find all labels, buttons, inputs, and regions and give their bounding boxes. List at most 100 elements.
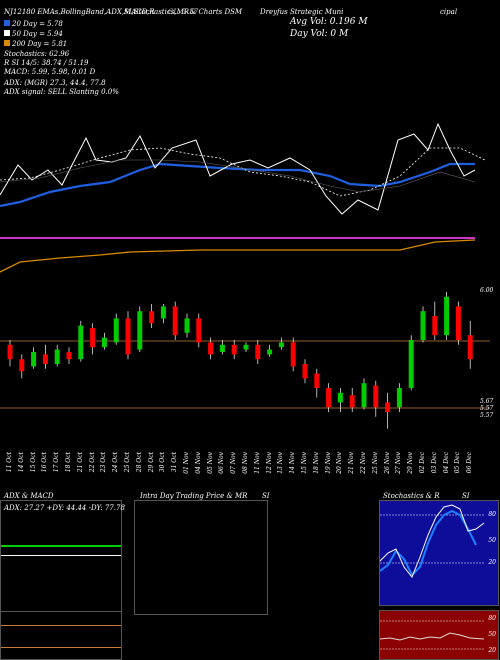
candle-body — [54, 349, 60, 364]
stoch-tick-50: 50 — [488, 537, 496, 544]
candle-body — [78, 325, 84, 360]
day-volume: Day Vol: 0 M — [290, 29, 349, 39]
avg-volume: Avg Vol: 0.196 M — [290, 17, 368, 27]
date-tick-label: 21 Oct — [76, 452, 84, 473]
candle-body — [314, 373, 320, 388]
date-tick-label: 24 Oct — [112, 452, 120, 473]
stochastics-value: Stochastics: 62.96 — [4, 50, 70, 58]
rsi-value: R SI 14/5: 38.74 / 51.19 — [4, 59, 89, 67]
candle-body — [361, 383, 367, 408]
rsi-tick-20: 20 — [488, 647, 496, 654]
date-tick-label: 27 Nov — [395, 452, 403, 474]
date-tick-label: 03 Dec — [430, 452, 438, 474]
ema20-label: 20 Day = 5.78 — [4, 20, 63, 28]
date-tick-label: 29 Nov — [407, 452, 415, 474]
ema20-swatch — [4, 20, 10, 26]
rsi-line — [380, 632, 485, 641]
rsi-tick-80: 80 — [488, 615, 496, 622]
adx-panel: ADX: 27.27 +DY: 44.44 -DY: 77.78 — [0, 500, 125, 660]
candle-body — [172, 306, 178, 336]
intraday-panel-title: Intra Day Trading Price & MR — [140, 492, 248, 500]
candle-body — [101, 337, 107, 348]
date-tick-label: 18 Oct — [65, 452, 72, 473]
stochastics-si-label: SI — [462, 492, 470, 500]
ema200-label: 200 Day = 5.81 — [4, 40, 67, 48]
candle-body — [290, 342, 296, 367]
date-tick-label: 16 Oct — [41, 452, 49, 473]
rsi-lines — [380, 620, 485, 650]
date-axis: 11 Oct 14 Oct 15 Oct 16 Oct 17 Oct 18 Oct 21 O… — [0, 452, 500, 490]
candle-body — [432, 316, 438, 336]
candle-body — [42, 354, 48, 364]
price-label-3: 5.57 — [480, 412, 494, 419]
candle-body — [208, 342, 214, 355]
candle-body — [113, 318, 119, 343]
candle-body — [149, 311, 155, 324]
date-tick-label: 04 Nov — [194, 452, 202, 474]
candle-body — [455, 306, 461, 340]
date-tick-label: 19 Nov — [324, 452, 332, 474]
candle-body — [278, 342, 284, 348]
candle-body — [66, 352, 72, 360]
candle-body — [184, 318, 190, 333]
date-tick-label: 05 Nov — [206, 452, 214, 474]
date-tick-label: 22 Nov — [360, 452, 367, 474]
date-tick-label: 28 Oct — [135, 452, 143, 473]
price-chart — [0, 122, 490, 429]
rsi-tick-50: 50 — [488, 631, 496, 638]
candle-body — [444, 296, 450, 336]
charts-label: & Charts DSM — [190, 8, 243, 16]
date-tick-label: 14 Nov — [289, 452, 297, 474]
close-price: CL: 5.57 — [168, 8, 199, 16]
ema200-text: 200 Day = 5.81 — [12, 40, 68, 48]
date-tick-label: 11 Nov — [253, 452, 261, 474]
adx-value: ADX: (MGR) 27.3, 44.4, 77.8 — [4, 79, 106, 87]
date-tick-label: 14 Oct — [17, 452, 25, 473]
candle-body — [302, 364, 308, 379]
macd-upper-line — [1, 625, 121, 626]
date-tick-label: 25 Oct — [124, 452, 131, 473]
date-tick-label: 31 Oct — [171, 452, 179, 473]
date-tick-label: 21 Nov — [348, 452, 356, 474]
candle-body — [420, 311, 426, 340]
macd-value: MACD: 5.99, 5.98, 0.01 D — [4, 68, 96, 76]
date-tick-label: 15 Nov — [301, 452, 308, 474]
candle-body — [90, 328, 96, 348]
date-tick-label: 06 Dec — [466, 452, 474, 474]
price-white-line — [0, 122, 476, 215]
stoch-k-line — [380, 509, 477, 577]
company-name-cont: cipal — [440, 8, 458, 16]
candle-body — [396, 388, 402, 408]
candle-body — [7, 344, 13, 360]
stoch-tick-20: 20 — [488, 559, 496, 566]
candle-body — [373, 385, 379, 408]
date-tick-label: 11 Oct — [6, 452, 13, 473]
date-tick-label: 23 Oct — [100, 452, 108, 473]
date-tick-label: 02 Dec — [419, 452, 426, 474]
indicator-label: SI,Stochastics,MR — [124, 8, 190, 16]
ema50-text: 50 Day = 5.94 — [12, 30, 63, 38]
price-label-top: 6.00 — [480, 287, 494, 294]
candle-body — [125, 318, 131, 355]
adx-signal: ADX signal: SELL Slanting 0.0% — [4, 88, 119, 96]
date-tick-label: 20 Nov — [336, 452, 344, 474]
ema50-swatch — [4, 30, 10, 36]
ema-dotted-line — [0, 147, 486, 197]
symbol-header: NJ12180 EMAs,BollingBand,ADX,MACD,R — [4, 8, 155, 16]
ema200-swatch — [4, 40, 10, 46]
adx-panel-values: ADX: 27.27 +DY: 44.44 -DY: 77.78 — [4, 504, 125, 512]
macd-lower-line — [1, 647, 121, 648]
date-tick-label: 17 Oct — [53, 452, 61, 473]
stochastics-panel: 80 50 20 — [379, 500, 499, 606]
stoch-d-line — [380, 504, 485, 578]
macd-divider — [1, 611, 121, 612]
price-label-1: 5.67 — [480, 398, 494, 405]
date-tick-label: 18 Nov — [312, 452, 320, 474]
date-tick-label: 22 Oct — [88, 452, 96, 473]
candle-body — [243, 344, 249, 350]
date-tick-label: 08 Nov — [242, 452, 249, 474]
candle-body — [196, 318, 202, 343]
candle-body — [255, 344, 261, 360]
date-tick-label: 06 Nov — [218, 452, 226, 474]
date-tick-label: 01 Nov — [183, 452, 190, 474]
